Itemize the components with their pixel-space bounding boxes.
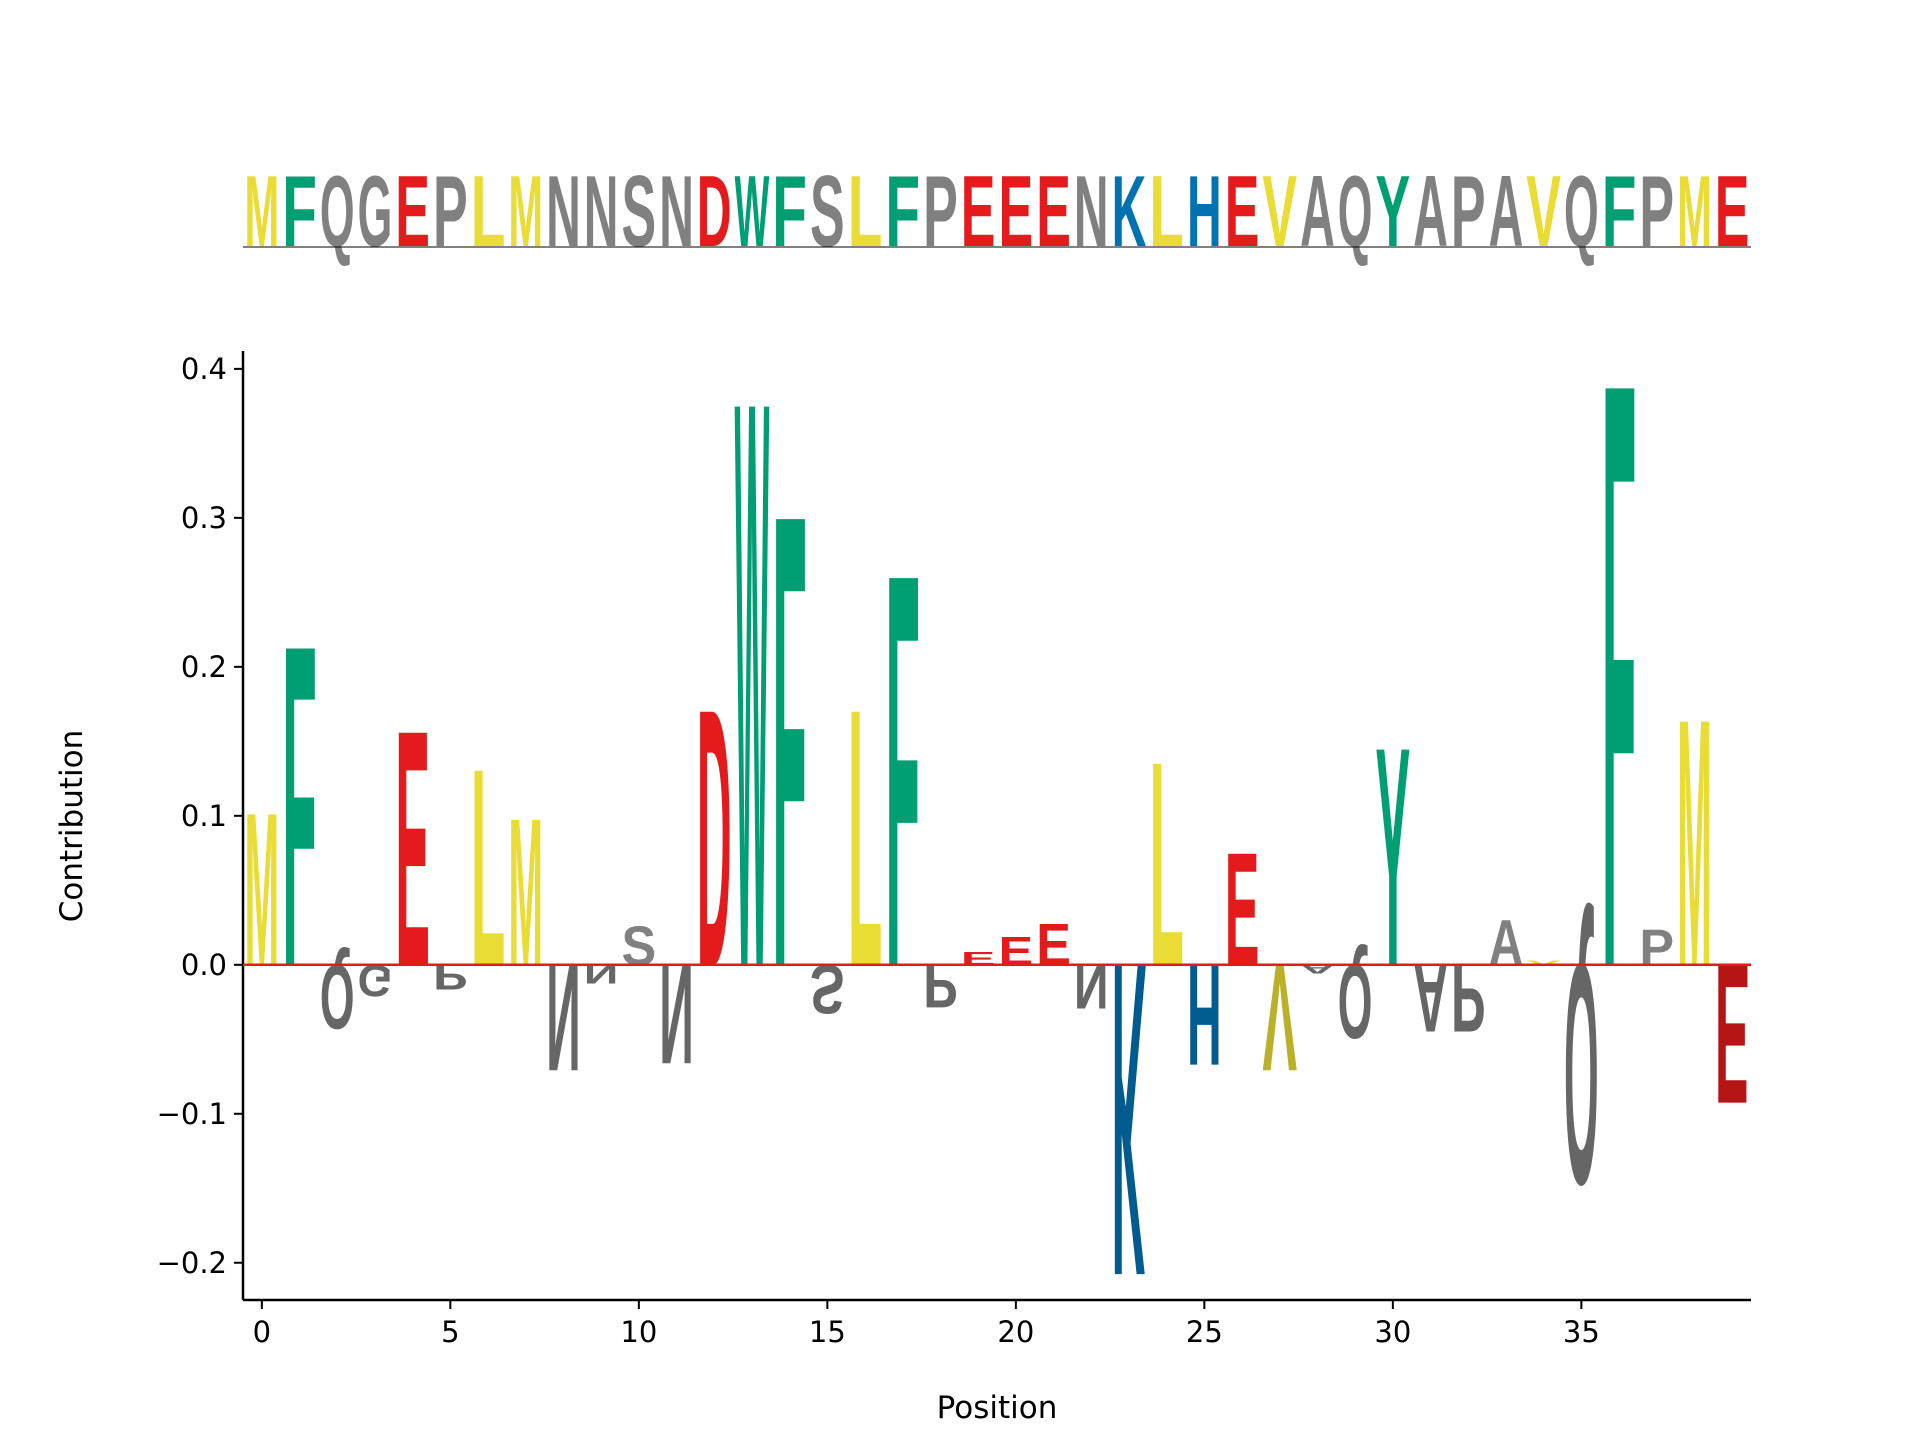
- sequence-letter: L: [1149, 154, 1184, 268]
- sequence-letter: E: [999, 154, 1034, 268]
- logo-letter: H: [1187, 933, 1222, 1095]
- y-tick-label: 0.4: [181, 352, 227, 386]
- logo-letter: Q: [320, 944, 355, 1047]
- logo-letter: Y: [1376, 681, 1411, 1031]
- logo-letter: N: [584, 959, 619, 989]
- sequence-letter: F: [772, 154, 807, 268]
- sequence-letter: P: [1639, 154, 1674, 268]
- logo-letter: G: [358, 955, 393, 1005]
- logo-letter: A: [1489, 907, 1524, 980]
- sequence-letter: E: [1036, 154, 1071, 268]
- sequence-letter: N: [584, 154, 619, 268]
- logo-letter: P: [1451, 944, 1486, 1052]
- logo-letter: N: [659, 933, 694, 1093]
- logo-letter: L: [471, 711, 506, 1025]
- logo-letter: F: [1602, 206, 1637, 1143]
- sequence-letter: M: [1677, 154, 1712, 268]
- x-tick-label: 0: [253, 1315, 271, 1349]
- sequence-letter: S: [810, 154, 845, 268]
- logo-letter: Q: [1564, 897, 1599, 1250]
- sequence-letter: N: [546, 154, 581, 268]
- sequence-letter: H: [1187, 154, 1222, 268]
- sequence-letter: F: [885, 154, 920, 268]
- sequence-letter: A: [1489, 154, 1524, 268]
- logo-letter: P: [433, 957, 468, 996]
- sequence-letter: F: [282, 154, 317, 268]
- sequence-letter: P: [923, 154, 958, 268]
- x-tick-label: 35: [1563, 1315, 1600, 1349]
- sequence-letter: Q: [1338, 154, 1373, 268]
- sequence-letter: E: [1225, 154, 1260, 268]
- sequence-letter: E: [961, 154, 996, 268]
- sequence-letter: G: [358, 154, 393, 268]
- sequence-letter: N: [1074, 154, 1109, 268]
- logo-letter: F: [772, 380, 807, 1103]
- sequence-letter: L: [848, 154, 883, 268]
- y-axis-label: Contribution: [54, 730, 90, 922]
- sequence-letter: A: [1413, 154, 1448, 268]
- logo-letter: E: [1225, 818, 1260, 999]
- logo-letter: A: [1413, 944, 1448, 1052]
- sequence-letter: L: [471, 154, 506, 268]
- y-tick-label: 0.1: [181, 799, 227, 833]
- sequence-letter: D: [697, 154, 732, 268]
- x-axis-label: Position: [937, 1390, 1058, 1426]
- y-tick-label: 0.0: [181, 948, 227, 982]
- sequence-letter: K: [1112, 154, 1147, 268]
- logo-letter: E: [1715, 921, 1750, 1144]
- sequence-letter: Y: [1376, 154, 1411, 268]
- logo-letter: D: [697, 632, 732, 1043]
- y-tick-label: 0.2: [181, 650, 227, 684]
- logo-letter: Q: [1338, 941, 1373, 1059]
- logo-letter: W: [735, 230, 770, 1137]
- logo-letter: E: [395, 661, 430, 1037]
- logo-letter: F: [282, 549, 317, 1063]
- y-tick-label: 0.3: [181, 501, 227, 535]
- logo-letter: S: [810, 950, 845, 1028]
- logo-letter: S: [622, 915, 657, 977]
- x-tick-label: 25: [1186, 1315, 1223, 1349]
- sequence-letter: W: [735, 154, 770, 268]
- logo-letter: L: [1149, 700, 1184, 1027]
- sequence-letter: V: [1262, 154, 1297, 268]
- logo-letter: V: [1262, 932, 1297, 1104]
- logo-letter: P: [1639, 919, 1674, 976]
- sequence-letter: S: [622, 154, 657, 268]
- sequence-letter: E: [395, 154, 430, 268]
- logo-letter: K: [1112, 869, 1147, 1371]
- sequence-letter: A: [1300, 154, 1335, 268]
- logo-letter: L: [848, 632, 883, 1043]
- sequence-letter: E: [1715, 154, 1750, 268]
- logo-letter: P: [923, 951, 958, 1020]
- sequence-letter: Q: [1564, 154, 1599, 268]
- x-tick-label: 20: [997, 1315, 1034, 1349]
- x-tick-label: 5: [441, 1315, 459, 1349]
- sequence-letter: P: [1451, 154, 1486, 268]
- x-tick-label: 10: [620, 1315, 657, 1349]
- y-tick-label: −0.1: [157, 1097, 227, 1131]
- sequence-letter: P: [433, 154, 468, 268]
- logo-letter: N: [1074, 951, 1109, 1022]
- logo-letter: M: [245, 767, 280, 1012]
- logo-letter: N: [546, 932, 581, 1104]
- x-tick-label: 15: [809, 1315, 846, 1349]
- logo-letter: E: [999, 928, 1034, 974]
- logo-letter: V: [1526, 959, 1561, 966]
- sequence-letter: N: [659, 154, 694, 268]
- x-tick-label: 30: [1374, 1315, 1411, 1349]
- logo-letter: F: [885, 456, 920, 1085]
- sequence-letter: Q: [320, 154, 355, 268]
- sequence-letter: M: [245, 154, 280, 268]
- sequence-letter: F: [1602, 154, 1637, 268]
- logo-letter: M: [508, 774, 543, 1010]
- logo-letter: E: [1036, 912, 1071, 978]
- sequence-letter: V: [1526, 154, 1561, 268]
- logo-letter: M: [1677, 645, 1712, 1040]
- sequence-letter: M: [508, 154, 543, 268]
- y-tick-label: −0.2: [157, 1246, 227, 1280]
